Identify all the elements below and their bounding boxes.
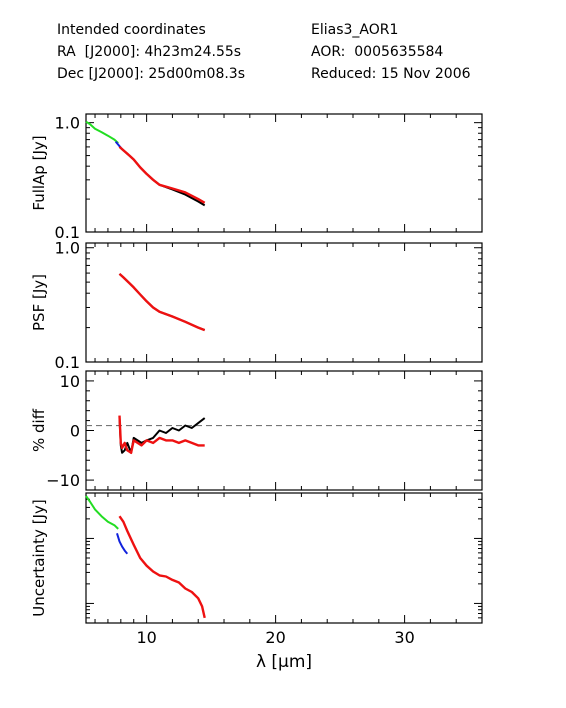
fullap-series-green xyxy=(85,120,119,144)
fullap-ytick-label: 0.1 xyxy=(55,223,80,242)
diff-ytick-label: −10 xyxy=(46,471,80,490)
aor-id: AOR: 0005635584 xyxy=(311,44,444,60)
psf-ylabel: PSF [Jy] xyxy=(30,274,48,331)
fullap-ylabel: FullAp [Jy] xyxy=(30,135,48,210)
diff-ytick-label: 0 xyxy=(70,422,80,441)
uncertainty-ylabel: Uncertainty [Jy] xyxy=(30,499,48,616)
xtick-label: 30 xyxy=(394,628,414,647)
psf-series-black xyxy=(118,273,206,332)
psf-ytick-label: 1.0 xyxy=(55,239,80,258)
target-coordinates-title: Intended coordinates xyxy=(57,22,206,38)
reduced-date: Reduced: 15 Nov 2006 xyxy=(311,66,471,82)
uncertainty-frame xyxy=(85,492,483,624)
fullap-series-red xyxy=(118,145,206,204)
diff-series-red xyxy=(118,415,205,454)
x-axis-label: λ [μm] xyxy=(256,652,312,672)
diff-frame xyxy=(85,370,483,491)
target-name: Elias3_AOR1 xyxy=(311,22,399,38)
xtick-label: 10 xyxy=(136,628,156,647)
psf-series-red xyxy=(118,273,206,332)
fullap-ytick-label: 1.0 xyxy=(55,114,80,133)
uncertainty-series-green xyxy=(85,495,119,530)
diff-ylabel: % diff xyxy=(30,408,48,452)
uncertainty-series-blue xyxy=(116,533,129,555)
psf-ytick-label: 0.1 xyxy=(55,353,80,372)
psf-frame xyxy=(85,242,483,363)
ra-coordinate: RA [J2000]: 4h23m24.55s xyxy=(57,44,242,60)
xtick-label: 20 xyxy=(265,628,285,647)
uncertainty-series-red xyxy=(118,515,206,619)
diff-ytick-label: 10 xyxy=(60,372,80,391)
fullap-frame xyxy=(85,113,483,233)
dec-coordinate: Dec [J2000]: 25d00m08.3s xyxy=(57,66,246,82)
